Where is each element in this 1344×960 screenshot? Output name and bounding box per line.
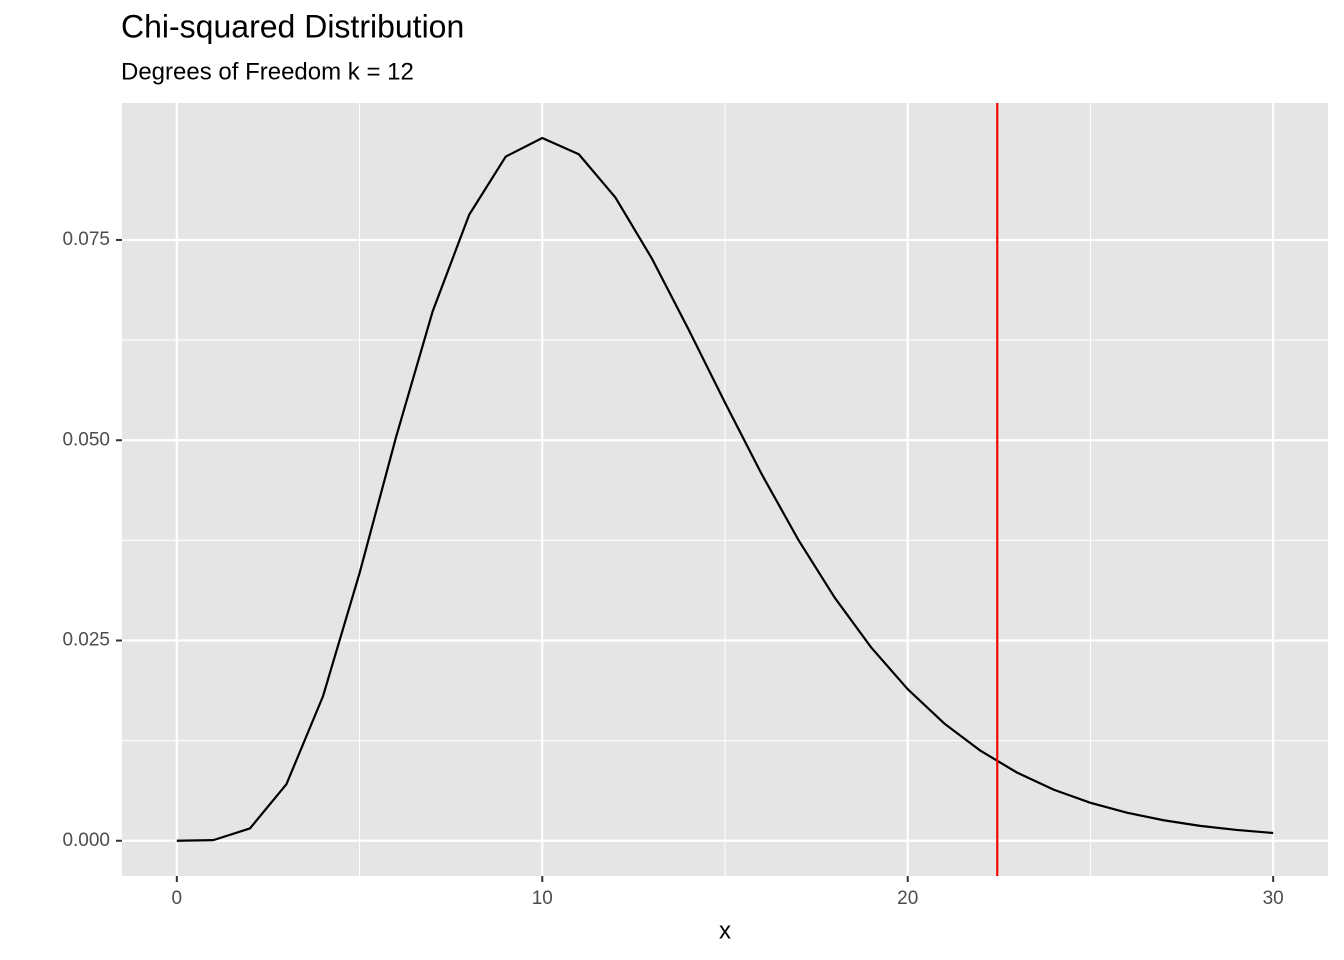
y-tick-label: 0.050 [62, 429, 110, 450]
chart-subtitle: Degrees of Freedom k = 12 [121, 58, 414, 85]
x-tick-label: 20 [897, 888, 918, 909]
y-tick-label: 0.075 [62, 229, 110, 250]
x-tick-label: 0 [172, 888, 183, 909]
density-line [176, 136, 1274, 842]
y-tick-label: 0.025 [62, 630, 110, 651]
y-tick-label: 0.000 [62, 830, 110, 851]
chart-title: Chi-squared Distribution [121, 8, 464, 44]
x-tick-label: 30 [1263, 888, 1284, 909]
x-tick-label: 10 [532, 888, 553, 909]
x-axis-label: x [719, 917, 731, 944]
